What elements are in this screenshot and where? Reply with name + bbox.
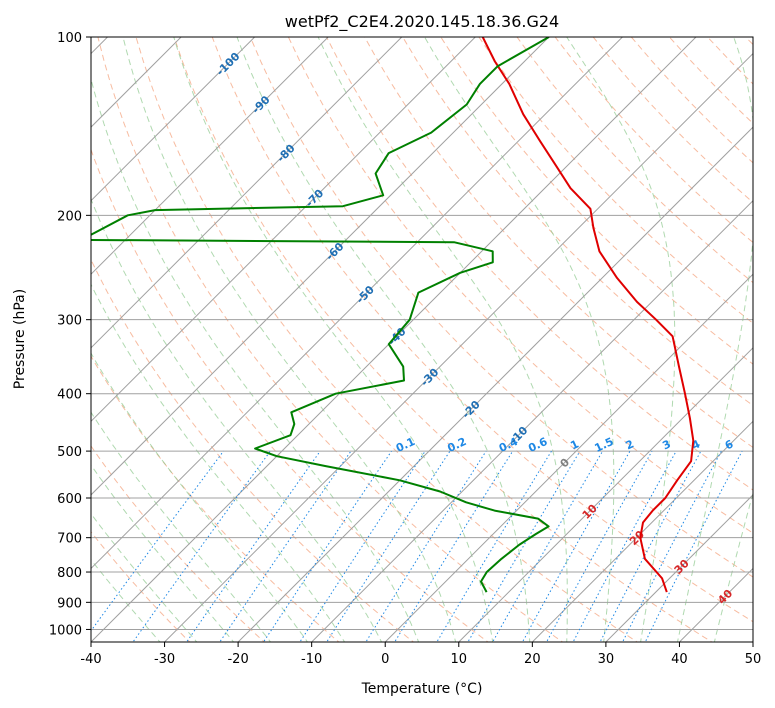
isotherm-line [310,199,753,642]
dewpoint-line [91,37,550,593]
isotherm-line [91,37,697,642]
x-tick-label: 40 [671,652,688,667]
mixing-ratio-line [599,450,702,642]
isotherm-line [605,494,753,642]
mixing-ratio-line [132,450,271,642]
x-axis-label: Temperature (°C) [361,681,483,697]
y-tick-label: 100 [57,31,82,46]
dry-adiabat [440,37,753,365]
isotherm-line [91,37,329,275]
isotherm-line [91,37,550,496]
x-tick-label: 50 [745,652,762,667]
moist-adiabat [91,197,383,642]
plot-frame [90,36,754,643]
moist-adiabat [91,77,420,642]
x-tick-label: 10 [451,652,468,667]
y-tick-label: 200 [57,209,82,224]
x-tick-label: -40 [80,652,101,667]
dry-adiabat [326,37,753,491]
y-tick-label: 400 [57,388,82,403]
dry-adiabat [402,37,753,407]
isotherm-line [91,37,477,423]
x-tick-label: 20 [524,652,541,667]
x-tick-label: -20 [227,652,248,667]
mixing-ratio-line [299,450,426,642]
dry-adiabat [91,258,415,642]
y-tick-label: 800 [57,566,82,581]
dry-adiabat [478,37,753,324]
isotherm-line [531,420,753,642]
isotherm-line [163,52,753,642]
dry-adiabat [249,37,753,578]
mixing-ratio-line [262,450,392,642]
temperature-line [481,37,695,593]
mixing-ratio-line [394,450,514,642]
isotherm-line [384,273,753,642]
mixing-ratio-line [219,450,352,642]
y-tick-label: 500 [57,445,82,460]
dry-adiabat [287,37,753,534]
mixing-ratio-line [572,450,677,642]
y-tick-label: 1000 [49,623,82,638]
y-axis-label: Pressure (hPa) [12,289,28,389]
chart-title: wetPf2_C2E4.2020.145.18.36.G24 [285,12,559,32]
mixing-ratio-line [185,450,321,642]
x-tick-label: -30 [154,652,175,667]
y-tick-label: 300 [57,314,82,329]
mixing-ratio-line [622,450,722,642]
mixing-ratio-line [365,450,487,642]
isotherm-line [458,347,753,642]
y-tick-label: 700 [57,532,82,547]
isotherm-line [91,37,403,349]
x-tick-label: 0 [381,652,389,667]
y-tick-label: 600 [57,492,82,507]
mixing-ratio-line [91,450,224,632]
x-tick-label: -10 [301,652,322,667]
mixing-ratio-line [467,450,581,642]
isotherm-line [91,37,256,202]
y-tick-label: 900 [57,596,82,611]
mixing-ratio-line [326,450,451,642]
x-tick-label: 30 [598,652,615,667]
